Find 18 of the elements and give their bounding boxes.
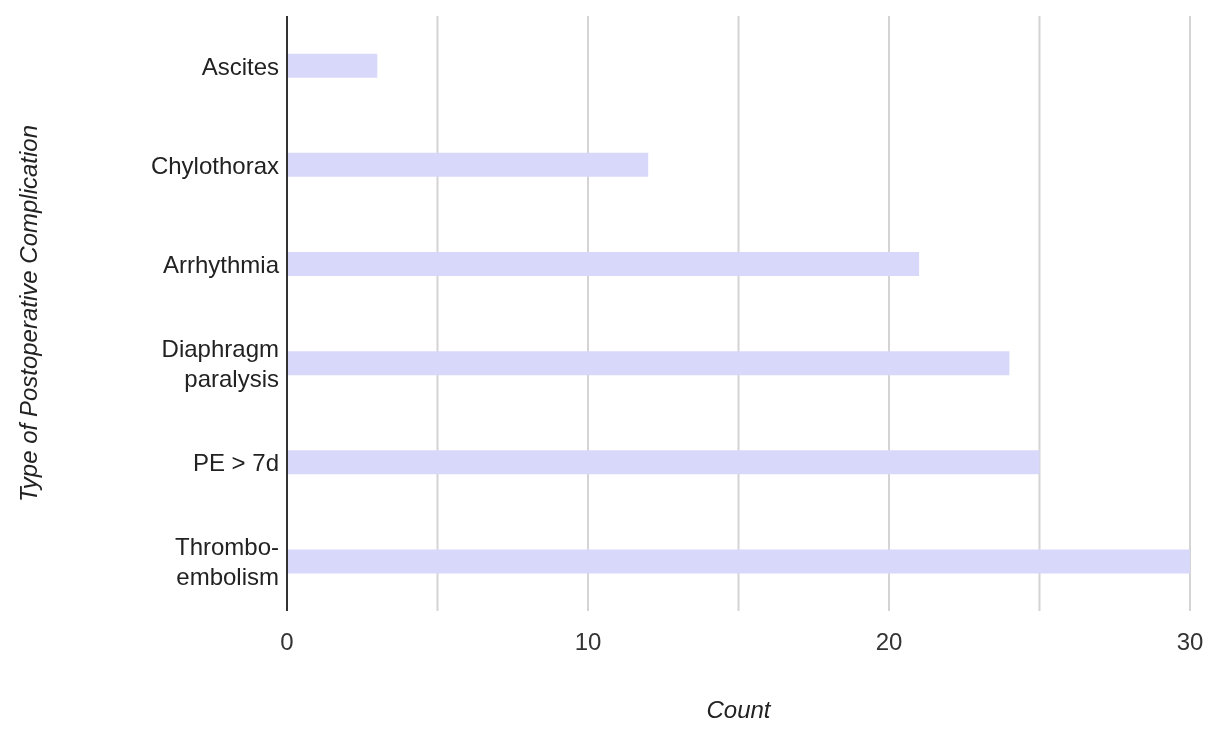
y-tick-label: Arrhythmia (162, 250, 280, 278)
x-tick-label: 10 (574, 628, 602, 656)
y-tick-label: Diaphragm paralysis (161, 334, 279, 392)
y-tick-label: Ascites (201, 52, 279, 80)
bar (287, 252, 920, 277)
x-tick-label: 20 (875, 628, 903, 656)
y-tick-label: Chylothorax (150, 151, 279, 179)
bar (287, 53, 378, 78)
y-axis-title: Type of Postoperative Complication (14, 124, 42, 503)
bar (287, 152, 649, 177)
x-tick-label: 30 (1176, 628, 1204, 656)
bar (287, 549, 1190, 574)
bar (287, 450, 1040, 475)
bar (287, 351, 1010, 376)
y-tick-label: PE > 7d (192, 448, 279, 476)
y-tick-label: Thrombo-embolism (174, 532, 279, 590)
x-tick-label: 0 (280, 628, 294, 656)
x-axis-title: Count (706, 696, 772, 723)
